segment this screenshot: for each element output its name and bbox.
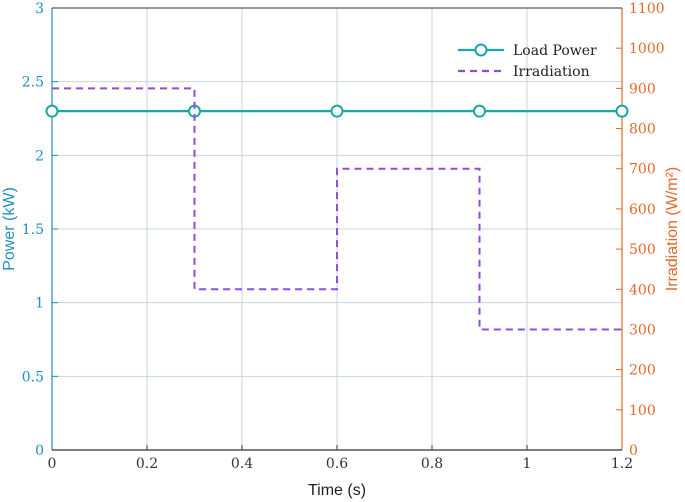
right-y-tick-label: 1100	[629, 1, 665, 17]
grid-lines	[52, 8, 622, 450]
right-y-tick-label: 500	[629, 242, 656, 258]
right-y-axis-label: Irradiation (W/m²)	[664, 167, 681, 291]
left-y-tick-label: 2	[35, 148, 44, 164]
data-point-marker	[330, 104, 344, 118]
right-y-tick-label: 800	[629, 122, 656, 138]
legend-marker	[474, 43, 488, 57]
right-y-tick-label: 400	[629, 282, 656, 298]
data-point-marker	[615, 104, 629, 118]
x-tick-label: 1.2	[611, 456, 633, 472]
right-y-tick-label: 1000	[629, 41, 665, 57]
left-y-tick-label: 1	[35, 296, 44, 312]
left-y-tick-label: 0	[35, 443, 44, 459]
right-y-tick-label: 300	[629, 322, 656, 338]
x-tick-label: 0.6	[326, 456, 348, 472]
data-point-marker	[473, 104, 486, 118]
right-y-tick-label: 100	[629, 403, 656, 419]
x-tick-label: 0.8	[421, 456, 443, 472]
x-tick-label: 1	[523, 456, 532, 472]
x-tick-label: 0.4	[231, 456, 253, 472]
left-y-tick-label: 1.5	[22, 222, 44, 238]
series-line-irradiation	[52, 87, 622, 331]
x-tick-label: 0.2	[136, 456, 158, 472]
x-tick-label: 0	[48, 456, 57, 472]
right-y-tick-label: 0	[629, 443, 638, 459]
right-y-tick-label: 900	[629, 81, 656, 97]
right-y-tick-label: 700	[629, 162, 656, 178]
axes: 0 0.2 0.4 0.6 0.8 1 1.200.511.522.530100200300…	[22, 1, 665, 472]
right-y-tick-label: 200	[629, 363, 656, 379]
left-y-tick-label: 2.5	[22, 75, 44, 91]
legend: Load Power Irradiation	[458, 43, 597, 80]
left-y-axis-label: Power (kW)	[1, 187, 18, 271]
data-point-marker	[45, 104, 59, 118]
series-layer	[45, 87, 629, 331]
left-y-tick-label: 3	[35, 1, 44, 17]
left-y-tick-label: 0.5	[22, 369, 44, 385]
legend-label: Irradiation	[513, 64, 590, 80]
right-y-tick-label: 600	[629, 202, 656, 218]
x-axis-label: Time (s)	[308, 482, 366, 499]
legend-label: Load Power	[513, 43, 597, 59]
